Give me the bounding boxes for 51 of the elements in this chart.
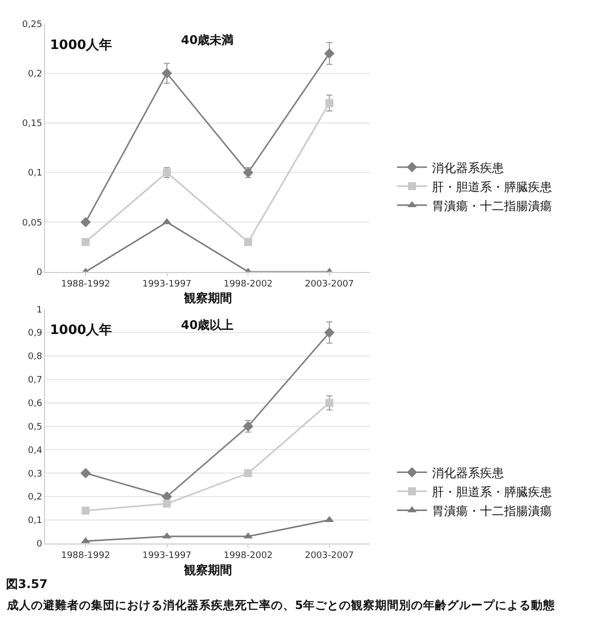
text: 40歳未満 — [181, 33, 234, 47]
text: 40歳以上 — [181, 318, 234, 332]
caption: 図3.57 — [6, 577, 48, 591]
x-tick-label: 1998-2002 — [224, 551, 273, 562]
legend-label: 消化器系疾患 — [432, 160, 504, 175]
point — [325, 99, 334, 108]
y-tick-label: 0,1 — [28, 168, 42, 179]
y-tick-label: 0,8 — [28, 352, 42, 362]
y-tick-label: 0,1 — [28, 516, 42, 526]
point — [324, 48, 335, 59]
legend-label: 胃潰瘍・十二指腸潰瘍 — [432, 198, 552, 213]
legend-label: 肝・胆道系・膵臓疾患 — [432, 484, 552, 499]
x-tick-label: 2003-2007 — [304, 280, 354, 290]
x-tick-label: 2003-2007 — [304, 551, 354, 562]
y-tick-label: 0,25 — [22, 20, 42, 30]
y-tick-label: 0,2 — [28, 69, 42, 80]
legend-label: 消化器系疾患 — [432, 466, 504, 480]
point — [162, 68, 172, 78]
point — [244, 238, 252, 246]
x-tick-label: 1998-2002 — [224, 280, 273, 290]
y-tick-label: 0,5 — [28, 422, 42, 432]
x-tick-label: 1988-1992 — [61, 280, 110, 290]
y-tick-label: 0,15 — [22, 119, 42, 130]
y-tick-label: 1 — [36, 305, 42, 316]
point — [82, 238, 90, 246]
x-axis-title: 観察期間 — [183, 291, 232, 305]
legend-label: 胃潰瘍・十二指腸潰瘍 — [432, 504, 552, 518]
y-tick-label: 0,7 — [28, 376, 42, 386]
y-tick-label: 0,4 — [28, 446, 42, 456]
point — [325, 398, 334, 407]
point — [80, 468, 91, 478]
y-tick-label: 0 — [36, 540, 42, 550]
point — [80, 216, 91, 228]
y-axis-title: 1000人年 — [50, 38, 112, 53]
y-tick-label: 0,2 — [28, 492, 42, 503]
y-tick-label: 0,6 — [28, 399, 42, 410]
y-tick-label: 0,05 — [22, 218, 42, 228]
point — [162, 500, 171, 508]
y-axis-title: 1000人年 — [50, 323, 112, 338]
legend-label: 肝・胆道系・膵臓疾患 — [432, 180, 552, 194]
text: 成人の避難者の集団における消化器系疾患死亡率の、5年ごとの観察期間別の年齢グループによる動態 — [6, 598, 556, 612]
point — [82, 506, 90, 515]
point — [244, 469, 252, 478]
y-tick-label: 0,9 — [28, 328, 42, 339]
y-tick-label: 0,3 — [28, 469, 42, 480]
x-tick-label: 1993-1997 — [142, 280, 192, 290]
x-tick-label: 1988-1992 — [61, 551, 110, 562]
point — [324, 327, 335, 338]
x-tick-label: 1993-1997 — [142, 551, 192, 562]
x-axis-title: 観察期間 — [183, 563, 232, 577]
y-tick-label: 0 — [36, 268, 42, 278]
